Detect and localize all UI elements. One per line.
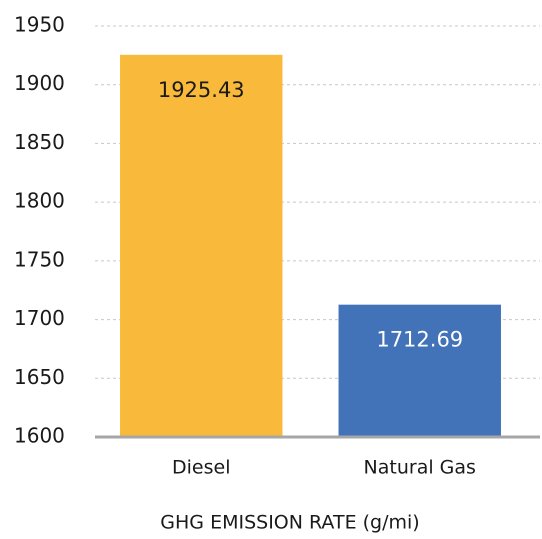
y-tick-label: 1750 — [14, 247, 65, 271]
value-label: 1712.69 — [376, 328, 463, 352]
y-tick-label: 1800 — [14, 189, 65, 213]
y-tick-label: 1900 — [14, 71, 65, 95]
y-tick-label: 1950 — [14, 13, 65, 37]
x-tick-label: Diesel — [172, 457, 230, 479]
bar — [120, 54, 283, 437]
y-tick-label: 1700 — [14, 306, 65, 330]
y-tick-label: 1600 — [14, 424, 65, 448]
y-tick-label: 1850 — [14, 130, 65, 154]
bar — [338, 304, 501, 437]
x-axis-title: GHG EMISSION RATE (g/mi) — [160, 512, 419, 534]
x-tick-label: Natural Gas — [364, 457, 476, 479]
value-label: 1925.43 — [158, 78, 245, 102]
y-tick-label: 1650 — [14, 365, 65, 389]
